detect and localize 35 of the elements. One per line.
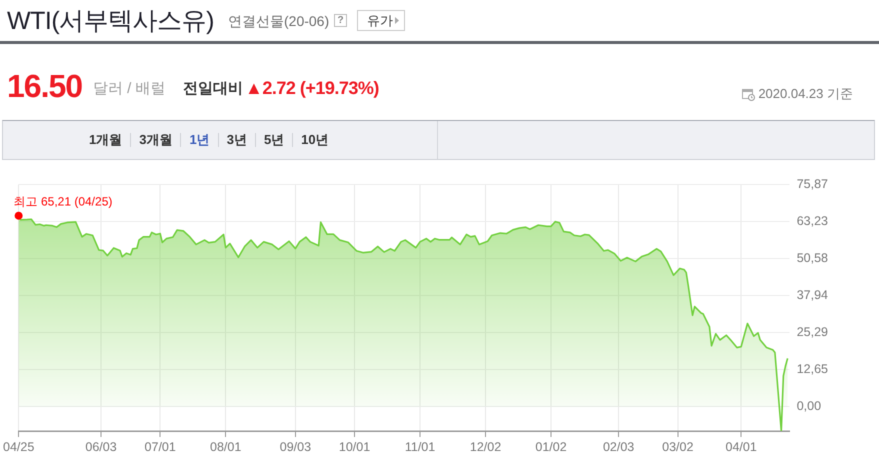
y-tick-label: 37,94	[796, 288, 828, 302]
x-tick-label: 08/01	[210, 440, 242, 454]
text: 3년	[218, 132, 255, 147]
x-tick-label: 10/01	[338, 440, 370, 454]
y-tick-label: 25,29	[796, 325, 828, 340]
annotation: 최고 65,21 (04/25)	[14, 194, 112, 209]
x-tick-label: 02/03	[602, 440, 634, 454]
y-tick-label: 0,00	[796, 399, 822, 414]
y-tick-label: 75,87	[796, 176, 828, 191]
x-tick-label: 12/02	[470, 440, 502, 454]
text: 1년	[180, 132, 218, 147]
x-tick-label: 03/02	[662, 440, 694, 454]
x-tick-label: 04/01	[725, 440, 757, 454]
text: 16.50	[7, 67, 82, 106]
x-tick-label: 04/25	[3, 440, 34, 454]
text: 1개월	[89, 132, 124, 147]
help-icon: ?	[334, 14, 347, 27]
x-tick-label: 11/01	[404, 440, 436, 454]
text: 전일대비	[183, 79, 243, 99]
chart-title: WTI(서부텍사스유)	[7, 6, 214, 36]
text: 2020.04.23 기준	[758, 86, 853, 102]
text: 3개월	[130, 132, 180, 147]
x-tick-label: 07/01	[144, 440, 176, 454]
text: 10년	[292, 132, 337, 147]
chart-subtitle: 연결선물(20-06)	[228, 12, 330, 30]
x-tick-label: 06/03	[85, 440, 117, 454]
y-tick-label: 12,65	[796, 362, 828, 376]
y-tick-label: 63,23	[796, 214, 828, 228]
text: 유가	[357, 10, 405, 31]
x-tick-label: 01/02	[535, 440, 567, 454]
text: 달러 / 배럴	[93, 79, 166, 99]
text: ▲2.72 (+19.73%)	[245, 77, 379, 99]
x-tick-label: 09/03	[280, 440, 312, 454]
text: 5년	[254, 132, 292, 147]
y-tick-label: 50,58	[796, 251, 828, 266]
